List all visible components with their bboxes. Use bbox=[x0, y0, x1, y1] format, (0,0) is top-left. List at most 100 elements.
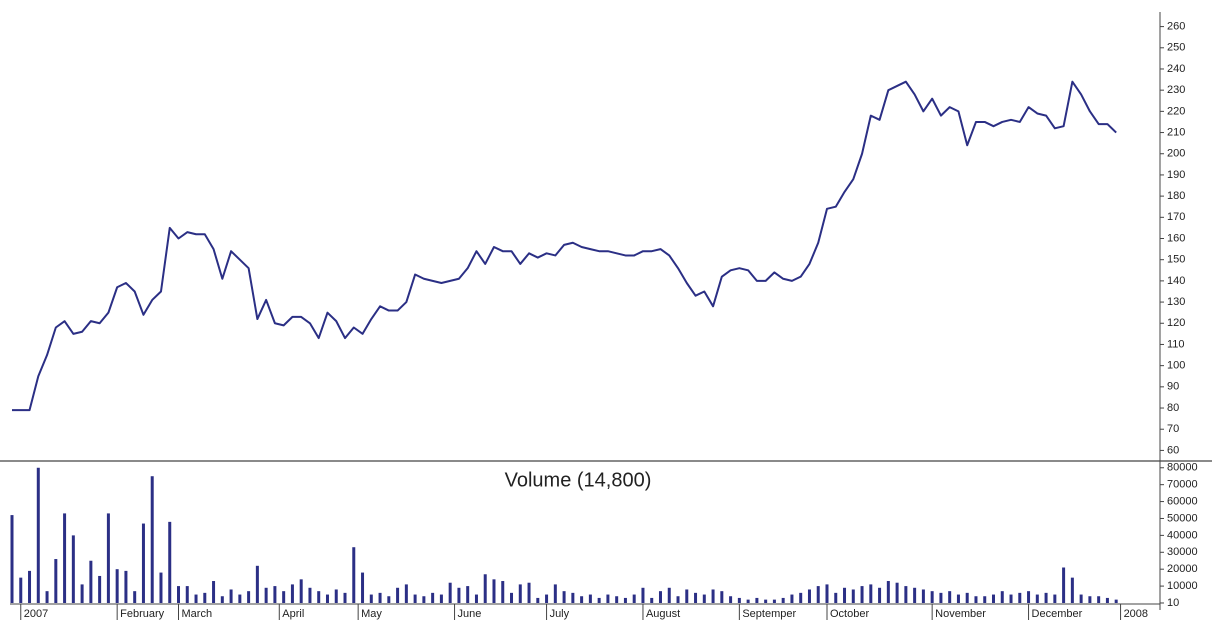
volume-bar bbox=[571, 592, 575, 603]
volume-bar bbox=[843, 587, 847, 603]
y-tick-label: 110 bbox=[1167, 338, 1185, 350]
volume-bar bbox=[1097, 596, 1101, 603]
x-tick-label: July bbox=[550, 608, 570, 620]
volume-bar bbox=[264, 587, 268, 603]
volume-bar bbox=[1079, 594, 1083, 603]
volume-bar bbox=[492, 579, 496, 603]
x-tick-label: March bbox=[182, 608, 213, 620]
volume-bar bbox=[106, 513, 110, 603]
volume-bar bbox=[939, 592, 943, 603]
volume-bar bbox=[159, 572, 163, 603]
x-tick-label: May bbox=[361, 608, 382, 620]
volume-bar bbox=[1070, 577, 1074, 603]
y-tick-label: 10000 bbox=[1167, 580, 1198, 592]
volume-bar bbox=[562, 591, 566, 603]
volume-bar bbox=[45, 591, 49, 603]
volume-bar bbox=[580, 596, 584, 603]
volume-bar bbox=[352, 547, 356, 603]
volume-bar bbox=[790, 594, 794, 603]
volume-bar bbox=[965, 592, 969, 603]
volume-bar bbox=[685, 589, 689, 603]
volume-bar bbox=[755, 597, 759, 603]
volume-bar bbox=[282, 591, 286, 603]
volume-bar bbox=[98, 575, 102, 603]
volume-bar bbox=[746, 599, 750, 603]
volume-bar bbox=[799, 592, 803, 603]
volume-bar bbox=[115, 569, 119, 603]
volume-bar bbox=[720, 591, 724, 603]
volume-bar bbox=[229, 589, 233, 603]
x-tick-label: December bbox=[1032, 608, 1083, 620]
volume-bar bbox=[299, 579, 303, 603]
y-tick-label: 260 bbox=[1167, 21, 1185, 33]
volume-bar bbox=[80, 584, 84, 603]
volume-bar bbox=[413, 594, 417, 603]
volume-bar bbox=[71, 535, 75, 603]
volume-bar bbox=[466, 586, 470, 603]
volume-bar bbox=[220, 596, 224, 603]
volume-bar bbox=[510, 592, 514, 603]
x-tick-label: 2007 bbox=[24, 608, 48, 620]
volume-bar bbox=[545, 594, 549, 603]
y-tick-label: 220 bbox=[1167, 105, 1185, 117]
y-tick-label: 140 bbox=[1167, 275, 1185, 287]
volume-bar bbox=[615, 596, 619, 603]
volume-bar bbox=[772, 599, 776, 603]
volume-bar bbox=[606, 594, 610, 603]
volume-bar bbox=[983, 596, 987, 603]
volume-bar bbox=[553, 584, 557, 603]
volume-bar bbox=[194, 594, 198, 603]
volume-bar bbox=[658, 591, 662, 603]
volume-bar bbox=[816, 586, 820, 603]
volume-bar bbox=[650, 597, 654, 603]
y-tick-label: 70 bbox=[1167, 423, 1179, 435]
volume-bar bbox=[948, 591, 952, 603]
volume-bar bbox=[834, 592, 838, 603]
y-tick-label: 180 bbox=[1167, 190, 1185, 202]
volume-bar bbox=[63, 513, 67, 603]
volume-title: Volume (14,800) bbox=[505, 469, 652, 491]
y-tick-label: 240 bbox=[1167, 63, 1185, 75]
y-tick-label: 20000 bbox=[1167, 563, 1198, 575]
volume-bar bbox=[886, 581, 890, 603]
volume-bar bbox=[36, 467, 40, 603]
volume-bar bbox=[317, 591, 321, 603]
volume-bar bbox=[518, 584, 522, 603]
volume-bar bbox=[19, 577, 23, 603]
volume-bar bbox=[483, 574, 487, 603]
volume-bar bbox=[325, 594, 329, 603]
volume-bar bbox=[921, 589, 925, 603]
volume-bar bbox=[702, 594, 706, 603]
y-tick-label: 40000 bbox=[1167, 529, 1198, 541]
volume-bar bbox=[150, 476, 154, 603]
volume-bar bbox=[387, 596, 391, 603]
volume-bar bbox=[974, 596, 978, 603]
x-tick-label: August bbox=[646, 608, 680, 620]
volume-bar bbox=[825, 584, 829, 603]
x-tick-label: 2008 bbox=[1124, 608, 1148, 620]
volume-bar bbox=[711, 589, 715, 603]
volume-bar bbox=[168, 521, 172, 603]
volume-bar bbox=[913, 587, 917, 603]
volume-bar bbox=[667, 587, 671, 603]
volume-bar bbox=[185, 586, 189, 603]
volume-bar bbox=[1000, 591, 1004, 603]
volume-bar bbox=[28, 570, 32, 603]
volume-bar bbox=[807, 589, 811, 603]
y-tick-label: 50000 bbox=[1167, 512, 1198, 524]
volume-bar bbox=[1114, 599, 1118, 603]
volume-bar bbox=[334, 589, 338, 603]
volume-bar bbox=[273, 586, 277, 603]
volume-bar bbox=[369, 594, 373, 603]
volume-bar bbox=[991, 594, 995, 603]
volume-bar bbox=[527, 582, 531, 603]
volume-bar bbox=[1053, 594, 1057, 603]
x-tick-label: June bbox=[458, 608, 482, 620]
y-tick-label: 190 bbox=[1167, 169, 1185, 181]
y-tick-label: 70000 bbox=[1167, 479, 1198, 491]
volume-bar bbox=[501, 581, 505, 603]
volume-bar bbox=[632, 594, 636, 603]
volume-bar bbox=[869, 584, 873, 603]
y-tick-label: 230 bbox=[1167, 84, 1185, 96]
